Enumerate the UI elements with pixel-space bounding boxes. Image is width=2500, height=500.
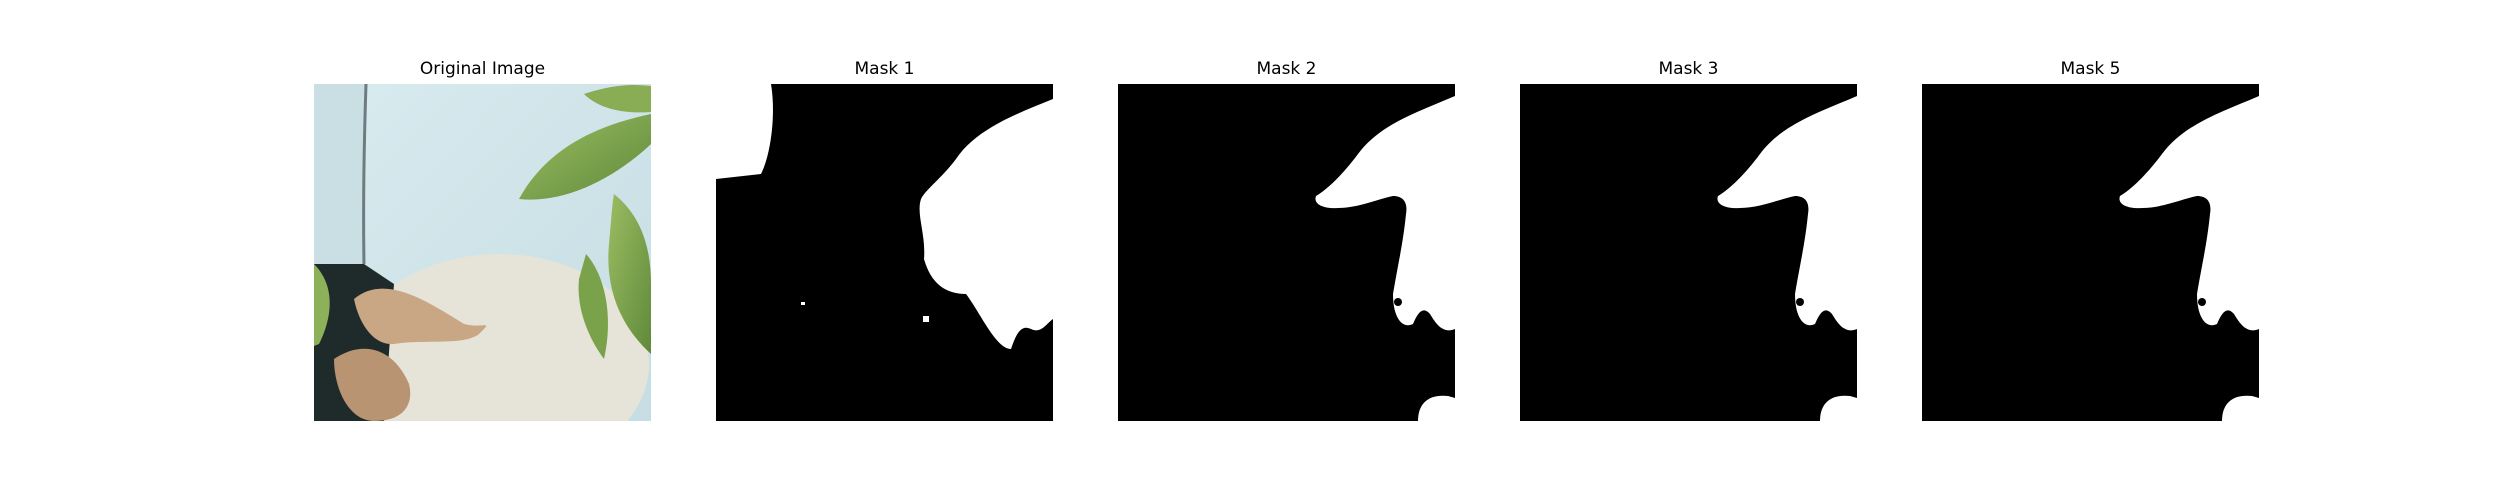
panel-title: Mask 3 [1658, 59, 1719, 79]
panel-title: Mask 2 [1256, 59, 1317, 79]
panel-title: Mask 5 [2060, 59, 2121, 79]
mask-1-image [716, 84, 1053, 421]
mask-3-image [1520, 84, 1857, 421]
original-image [314, 84, 651, 421]
mask-2-image [1118, 84, 1455, 421]
panel-title: Mask 1 [854, 59, 915, 79]
mask-5-image [1922, 84, 2259, 421]
panel-title: Original Image [419, 59, 546, 79]
